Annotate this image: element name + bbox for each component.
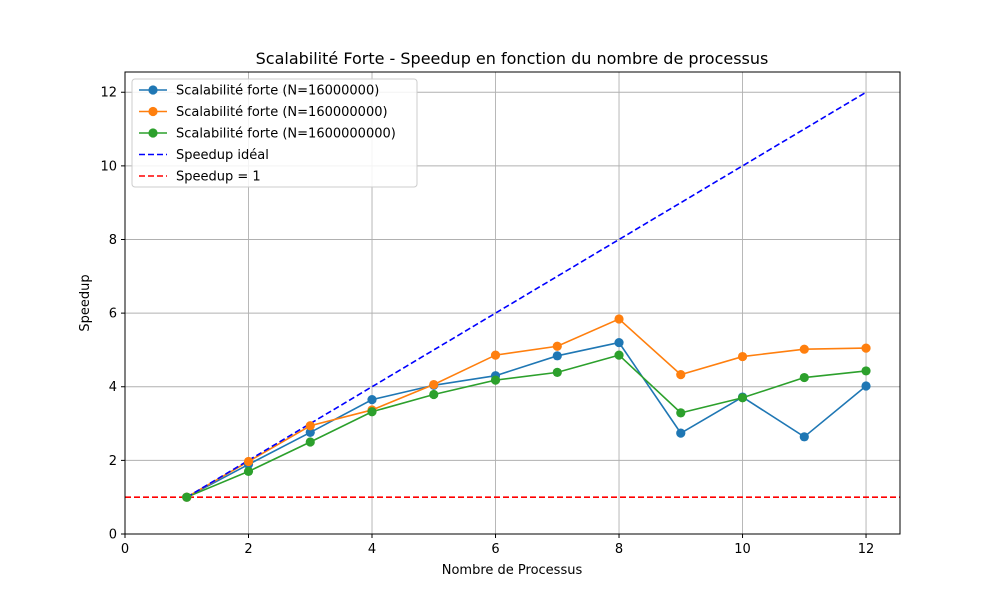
x-tick-label: 2 xyxy=(244,542,252,557)
series-3-point xyxy=(737,393,748,403)
chart-title: Scalabilité Forte - Speedup en fonction … xyxy=(256,49,769,68)
x-tick-label: 10 xyxy=(734,542,751,557)
series-3-point xyxy=(243,466,254,477)
x-tick-label: 8 xyxy=(615,542,623,557)
legend-swatch-marker xyxy=(148,85,158,95)
series-2-point xyxy=(305,421,315,431)
legend-entry-speedup-ideal: Speedup idéal xyxy=(139,148,269,163)
series-3-point xyxy=(490,375,501,385)
legend-entry-scalabilite-forte-n-16000000: Scalabilité forte (N=16000000) xyxy=(139,84,379,99)
x-tick-label: 12 xyxy=(858,542,875,557)
y-axis-label: Speedup xyxy=(78,274,93,331)
series-3-point xyxy=(861,366,871,376)
series-3-point xyxy=(614,350,624,360)
legend-swatch-marker xyxy=(148,106,158,117)
plot-frame xyxy=(124,71,901,535)
series-4-line xyxy=(186,91,867,498)
legend-label: Scalabilité forte (N=1600000000) xyxy=(176,127,396,142)
series-1-point xyxy=(676,428,686,438)
series-1-line xyxy=(186,341,867,498)
series-1-point xyxy=(552,351,562,361)
series-2-point xyxy=(676,370,686,380)
x-tick-label: 6 xyxy=(491,542,499,557)
series-2-point xyxy=(614,314,624,324)
series-3-point xyxy=(305,437,315,447)
legend-entry-scalabilite-forte-n-1600000000: Scalabilité forte (N=1600000000) xyxy=(139,127,396,142)
series-1-point xyxy=(614,337,624,348)
plot-lines xyxy=(125,91,900,498)
x-axis: 0 2 4 6 8 10 12 xyxy=(121,534,874,557)
legend: Scalabilité forte (N=16000000) Scalabilit… xyxy=(131,78,418,188)
y-tick-label: 10 xyxy=(100,159,117,174)
y-tick-label: 0 xyxy=(109,528,117,543)
legend-entry-speedup-1: Speedup = 1 xyxy=(139,170,261,185)
y-tick-label: 12 xyxy=(100,86,117,101)
series-3-point xyxy=(429,389,439,400)
series-2-line xyxy=(186,318,867,498)
y-axis: 0 2 4 6 8 10 12 xyxy=(100,86,125,543)
x-axis-label: Nombre de Processus xyxy=(442,563,583,578)
legend-label: Speedup = 1 xyxy=(176,170,261,185)
plot-markers xyxy=(182,314,871,502)
series-3-point xyxy=(367,407,377,417)
series-3-point xyxy=(676,408,686,418)
series-2-point xyxy=(429,379,439,390)
series-3-point xyxy=(799,372,809,383)
series-2-point xyxy=(799,344,809,354)
legend-swatch-marker xyxy=(148,128,158,138)
series-2-point xyxy=(243,456,254,467)
series-1-point xyxy=(305,427,315,437)
series-3-line xyxy=(186,354,867,498)
legend-label: Scalabilité forte (N=160000000) xyxy=(176,105,388,120)
y-tick-label: 6 xyxy=(109,307,117,322)
y-tick-label: 8 xyxy=(109,233,117,248)
legend-label: Speedup idéal xyxy=(176,148,269,163)
x-tick-label: 0 xyxy=(121,542,129,557)
x-tick-label: 4 xyxy=(368,542,376,557)
series-2-point xyxy=(861,343,871,353)
legend-box xyxy=(131,78,418,188)
series-1-point xyxy=(367,395,377,405)
series-2-point xyxy=(737,351,748,362)
legend-entry-scalabilite-forte-n-160000000: Scalabilité forte (N=160000000) xyxy=(139,105,388,120)
series-1-point xyxy=(799,432,809,442)
y-tick-label: 2 xyxy=(109,454,117,469)
legend-label: Scalabilité forte (N=16000000) xyxy=(176,84,379,99)
y-tick-label: 4 xyxy=(109,380,117,395)
series-3-point xyxy=(552,367,562,377)
series-2-point xyxy=(490,350,501,360)
series-2-point xyxy=(552,341,562,351)
series-1-point xyxy=(861,381,871,391)
series-3-point xyxy=(182,492,192,502)
